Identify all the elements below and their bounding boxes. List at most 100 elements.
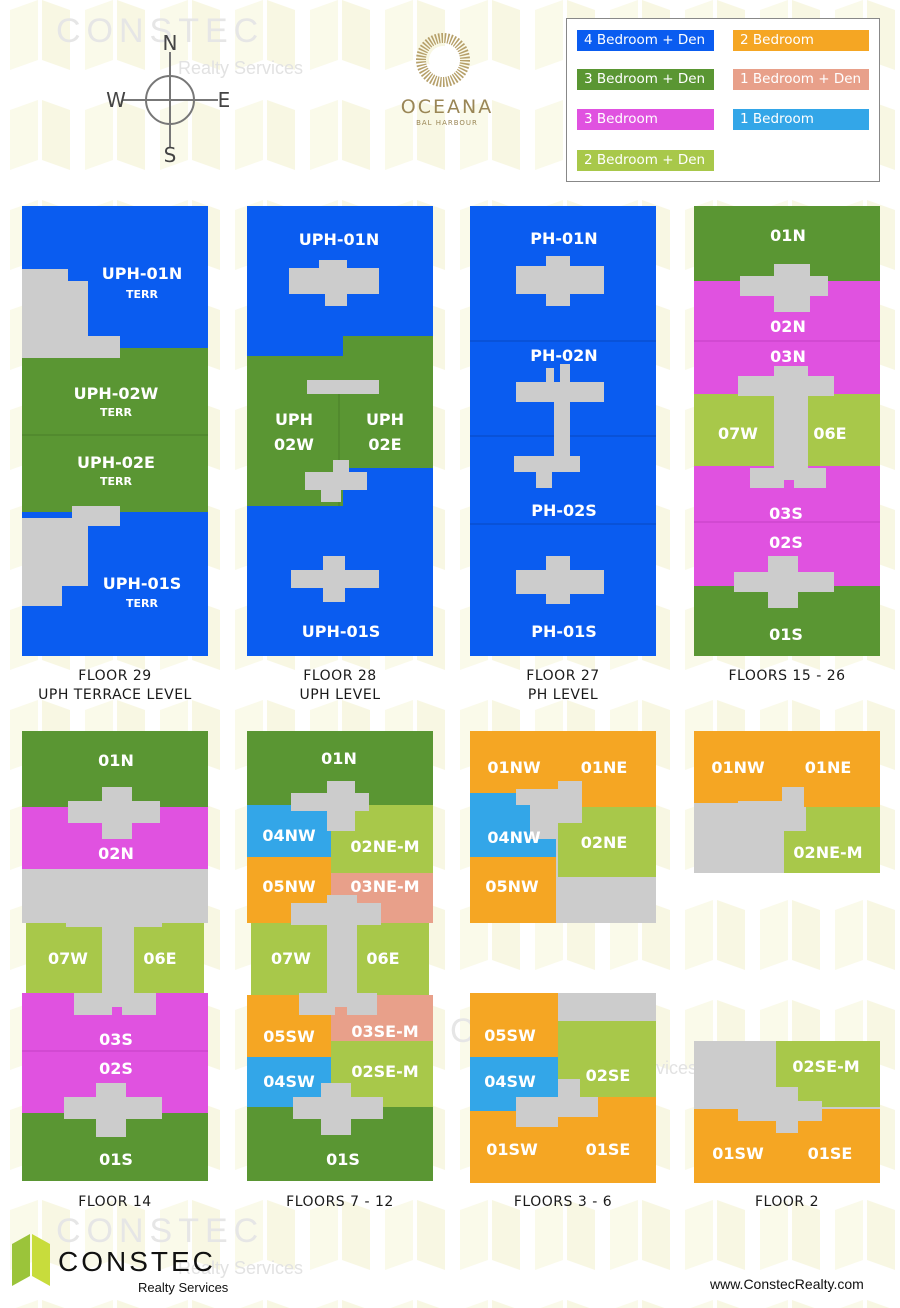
floor-caption: FLOORS 15 - 26 xyxy=(694,667,880,686)
unit-label: 02NE-M xyxy=(350,837,419,856)
unit-label: 01N xyxy=(770,226,806,245)
floor-plan-2-south: 02SE-M 01SW 01SE xyxy=(694,1041,880,1183)
floor-caption: FLOOR 28 UPH LEVEL xyxy=(247,667,433,705)
floor-caption-line1: FLOORS 15 - 26 xyxy=(728,668,846,684)
floor-caption-line1: FLOOR 14 xyxy=(78,1194,152,1210)
unit-label: PH-01N xyxy=(530,229,597,248)
legend-3bed-den: 3 Bedroom + Den xyxy=(577,69,714,90)
floor-caption: FLOOR 27 PH LEVEL xyxy=(470,667,656,705)
watermark-text: CONSTEC xyxy=(56,1212,265,1250)
floor-plan-7-12: 01N 04NW 02NE-M 05NW 03NE-M 07W 06E 05SW… xyxy=(247,731,433,1181)
floor-caption-line1: FLOORS 3 - 6 xyxy=(513,1194,613,1210)
unit-label: UPH xyxy=(275,410,313,429)
unit-label: UPH-01S xyxy=(103,574,182,593)
website-link[interactable]: www.ConstecRealty.com xyxy=(710,1276,864,1292)
unit-label: 02SE-M xyxy=(351,1062,418,1081)
legend-2bed: 2 Bedroom xyxy=(733,30,869,51)
floor-caption: FLOOR 14 xyxy=(22,1193,208,1212)
unit-label: 04SW xyxy=(263,1072,315,1091)
constec-logo-icon xyxy=(12,1234,50,1286)
unit-label: 02N xyxy=(770,317,806,336)
floor-plan-27: PH-01N PH-02N PH-02S PH-01S xyxy=(470,206,656,656)
watermark-text: CONSTEC xyxy=(56,12,265,50)
unit-label: 04SW xyxy=(484,1072,536,1091)
compass-west: W xyxy=(106,88,126,112)
unit-label: 01SE xyxy=(586,1140,631,1159)
floor-caption-line1: FLOOR 29 xyxy=(78,668,152,684)
unit-label: 02SE xyxy=(586,1066,631,1085)
floor-caption-line1: FLOOR 28 xyxy=(303,668,377,684)
building-name: OCEANA xyxy=(401,96,493,118)
building-subtitle: BAL HARBOUR xyxy=(416,119,478,127)
unit-label: 01N xyxy=(321,749,357,768)
floor-caption: FLOOR 2 xyxy=(694,1193,880,1212)
oceana-logo: OCEANA BAL HARBOUR xyxy=(401,33,493,127)
legend-1bed: 1 Bedroom xyxy=(733,109,869,130)
unit-label: UPH-02E xyxy=(77,453,155,472)
unit-label: 01S xyxy=(99,1150,133,1169)
unit-label: 07W xyxy=(718,424,758,443)
unit-label: 01NE xyxy=(581,758,628,777)
unit-label: UPH-01S xyxy=(302,622,381,641)
unit-label: 05SW xyxy=(263,1027,315,1046)
unit-label: 01SW xyxy=(486,1140,538,1159)
logo-wordmark: CONSTEC xyxy=(58,1246,216,1277)
legend-2bed-den: 2 Bedroom + Den xyxy=(577,150,714,171)
floor-caption: FLOOR 29 UPH TERRACE LEVEL xyxy=(22,667,208,705)
unit-label: 04NW xyxy=(487,828,541,847)
unit-label: 02W xyxy=(274,435,314,454)
unit-label: 01S xyxy=(326,1150,360,1169)
unit-sublabel: TERR xyxy=(100,475,132,488)
unit-label: UPH xyxy=(366,410,404,429)
unit-label: 02E xyxy=(368,435,401,454)
watermark-subtext: Realty Services xyxy=(178,58,304,78)
unit-label: PH-02S xyxy=(531,501,597,520)
unit-label: PH-01S xyxy=(531,622,597,641)
unit-label: UPH-01N xyxy=(102,264,182,283)
unit-label: 01SW xyxy=(712,1144,764,1163)
floor-caption-line2: UPH TERRACE LEVEL xyxy=(38,687,192,703)
unit-label: 04NW xyxy=(262,826,316,845)
unit-label: 03SE-M xyxy=(351,1022,418,1041)
unit-label: 07W xyxy=(48,949,88,968)
compass-east: E xyxy=(218,88,231,112)
unit-label: 01NE xyxy=(805,758,852,777)
unit-label: 01N xyxy=(98,751,134,770)
floor-caption-line1: FLOOR 2 xyxy=(755,1194,819,1210)
unit-label: 02NE xyxy=(581,833,628,852)
unit-label: 03NE-M xyxy=(350,877,419,896)
unit-label: 07W xyxy=(271,949,311,968)
unit-label: 05NW xyxy=(262,877,316,896)
watermark-subtext: Realty Services xyxy=(178,1258,304,1278)
unit-label: 01S xyxy=(769,625,803,644)
logo-subtitle: Realty Services xyxy=(138,1280,229,1295)
unit-type-legend: 4 Bedroom + Den 2 Bedroom 3 Bedroom + De… xyxy=(566,18,880,182)
compass-rose: N S W E xyxy=(106,31,231,167)
unit-sublabel: TERR xyxy=(126,597,158,610)
unit-label: 01NW xyxy=(487,758,541,777)
unit-label: 06E xyxy=(366,949,399,968)
unit-label: UPH-02W xyxy=(74,384,159,403)
unit-label: UPH-01N xyxy=(299,230,379,249)
floor-caption-line2: PH LEVEL xyxy=(527,687,599,703)
floor-caption: FLOORS 7 - 12 xyxy=(247,1193,433,1212)
floor-plan-2-north: 01NW 01NE 02NE-M xyxy=(694,731,880,873)
legend-3bed: 3 Bedroom xyxy=(577,109,714,130)
floor-caption-line2: UPH LEVEL xyxy=(299,687,381,703)
floor-caption-line1: FLOOR 27 xyxy=(526,668,600,684)
unit-label: 06E xyxy=(813,424,846,443)
unit-label: 03N xyxy=(770,347,806,366)
legend-4bed-den: 4 Bedroom + Den xyxy=(577,30,714,51)
unit-label: PH-02N xyxy=(530,346,597,365)
floor-plan-3-6-south: 05SW 02SE 04SW 01SW 01SE xyxy=(470,993,656,1183)
floor-caption-line1: FLOORS 7 - 12 xyxy=(286,1194,394,1210)
unit-label: 03S xyxy=(769,504,803,523)
compass-north: N xyxy=(163,31,178,55)
unit-sublabel: TERR xyxy=(126,288,158,301)
unit-label: 02SE-M xyxy=(792,1057,859,1076)
unit-label: 03S xyxy=(99,1030,133,1049)
floor-plan-14: 01N 02N 07W 06E 03S 02S 01S xyxy=(22,731,208,1181)
unit-sublabel: TERR xyxy=(100,406,132,419)
unit-label: 06E xyxy=(143,949,176,968)
floor-caption: FLOORS 3 - 6 xyxy=(470,1193,656,1212)
